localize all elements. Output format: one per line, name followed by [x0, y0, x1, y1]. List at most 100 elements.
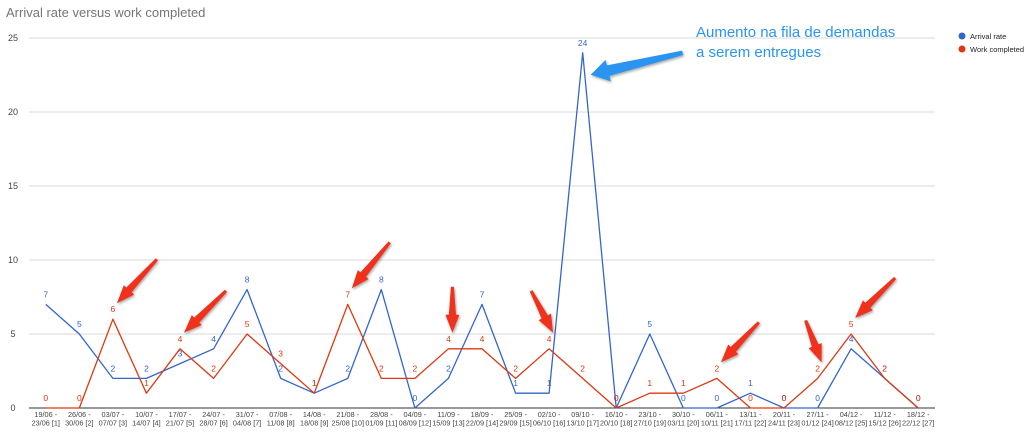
data-label: 0	[916, 393, 921, 403]
data-label: 7	[345, 289, 350, 299]
x-tick-line: 10/07 -	[135, 410, 158, 419]
y-tick-label: 15	[8, 181, 18, 191]
legend[interactable]: Arrival rate Work completed	[958, 32, 1024, 54]
x-tick-line: 22/09 [14]	[466, 419, 498, 428]
data-label: 0	[782, 393, 787, 403]
x-tick-line: 11/12 -	[874, 410, 897, 419]
x-tick-label: 25/09 -29/09 [15]	[499, 410, 531, 428]
x-tick-line: 15/12 [26]	[868, 419, 900, 428]
annotation-arrows	[116, 50, 897, 363]
red-arrow	[445, 286, 460, 333]
x-tick-line: 31/07 -	[236, 410, 259, 419]
data-label: 1	[312, 378, 317, 388]
x-tick-line: 26/06 -	[68, 410, 91, 419]
red-arrow	[720, 321, 760, 363]
data-label: 5	[245, 319, 250, 329]
data-label: 4	[211, 334, 216, 344]
data-label: 5	[647, 319, 652, 329]
data-label: 4	[849, 334, 854, 344]
red-arrow	[184, 289, 228, 333]
x-tick-line: 18/12 -	[907, 410, 930, 419]
data-label: 5	[77, 319, 82, 329]
data-label: 0	[748, 393, 753, 403]
y-tick-label: 10	[8, 255, 18, 265]
data-label: 2	[815, 363, 820, 373]
x-tick-label: 03/07 -07/07 [3]	[99, 410, 127, 428]
data-label: 2	[446, 363, 451, 373]
data-label: 0	[916, 393, 921, 403]
legend-swatch	[958, 32, 966, 40]
legend-swatch	[958, 45, 966, 53]
x-tick-line: 21/07 [5]	[166, 419, 194, 428]
data-label: 0	[77, 393, 82, 403]
x-tick-line: 07/07 [3]	[99, 419, 127, 428]
x-tick-line: 30/06 [2]	[65, 419, 93, 428]
x-tick-line: 03/07 -	[102, 410, 125, 419]
x-tick-label: 19/06 -23/06 [1]	[32, 410, 60, 428]
x-tick-line: 29/09 [15]	[499, 419, 531, 428]
x-tick-label: 04/12 -08/12 [25]	[835, 410, 867, 428]
data-label: 7	[43, 289, 48, 299]
data-label: 2	[413, 363, 418, 373]
x-tick-line: 06/10 [16]	[533, 419, 565, 428]
x-tick-line: 25/09 -	[504, 410, 527, 419]
x-tick-line: 16/10 -	[605, 410, 628, 419]
data-label: 1	[681, 378, 686, 388]
x-tick-label: 17/07 -21/07 [5]	[166, 410, 194, 428]
data-label: 1	[144, 378, 149, 388]
x-tick-label: 13/11 -17/11 [22]	[734, 410, 766, 428]
x-tick-line: 10/11 [21]	[701, 419, 733, 428]
x-tick-line: 18/09 -	[471, 410, 494, 419]
data-label: 2	[882, 363, 887, 373]
series-line-1	[45, 303, 919, 409]
data-label: 0	[614, 393, 619, 403]
data-label: 2	[111, 363, 116, 373]
x-tick-line: 04/09 -	[404, 410, 427, 419]
x-tick-line: 17/07 -	[169, 410, 192, 419]
annotation-text: Aumento na fila de demandas	[696, 24, 895, 41]
x-tick-label: 21/08 -25/08 [10]	[332, 410, 364, 428]
x-tick-label: 06/11 -10/11 [21]	[701, 410, 733, 428]
x-tick-label: 04/09 -08/09 [12]	[399, 410, 431, 428]
data-label: 0	[43, 393, 48, 403]
x-tick-label: 28/08 -01/09 [11]	[365, 410, 397, 428]
x-tick-line: 20/10 [18]	[600, 419, 632, 428]
x-tick-label: 20/11 -24/11 [23]	[768, 410, 800, 428]
x-tick-line: 23/06 [1]	[32, 419, 60, 428]
x-tick-label: 27/11 -01/12 [24]	[801, 410, 833, 428]
y-tick-label: 5	[10, 329, 15, 339]
x-tick-line: 28/07 [6]	[199, 419, 227, 428]
data-label: 2	[513, 363, 518, 373]
data-label: 4	[178, 334, 183, 344]
data-label: 3	[178, 349, 183, 359]
x-tick-line: 08/12 [25]	[835, 419, 867, 428]
x-tick-line: 06/11 -	[706, 410, 729, 419]
x-tick-label: 30/10 -03/11 [20]	[667, 410, 699, 428]
data-label: 6	[111, 304, 116, 314]
red-arrow	[804, 319, 822, 363]
data-label: 24	[578, 38, 588, 48]
x-tick-line: 13/11 -	[739, 410, 762, 419]
x-tick-line: 01/09 [11]	[365, 419, 397, 428]
x-tick-line: 21/08 -	[336, 410, 359, 419]
x-tick-line: 04/08 [7]	[233, 419, 261, 428]
x-tick-label: 23/10 -27/10 [19]	[634, 410, 666, 428]
x-tick-label: 11/09 -15/09 [13]	[432, 410, 464, 428]
x-tick-label: 09/10 -13/10 [17]	[566, 410, 598, 428]
x-tick-line: 01/12 [24]	[801, 419, 833, 428]
y-tick-label: 0	[10, 403, 15, 413]
y-tick-label: 20	[8, 107, 18, 117]
x-tick-line: 11/08 [8]	[267, 419, 295, 428]
data-label: 1	[547, 378, 552, 388]
x-tick-line: 13/10 [17]	[566, 419, 598, 428]
x-tick-label: 10/07 -14/07 [4]	[132, 410, 160, 428]
x-tick-line: 04/12 -	[840, 410, 863, 419]
x-tick-label: 16/10 -20/10 [18]	[600, 410, 632, 428]
data-label: 2	[882, 363, 887, 373]
data-label: 0	[681, 393, 686, 403]
data-label: 2	[379, 363, 384, 373]
x-tick-line: 14/07 [4]	[132, 419, 160, 428]
blue-arrow	[590, 50, 684, 82]
